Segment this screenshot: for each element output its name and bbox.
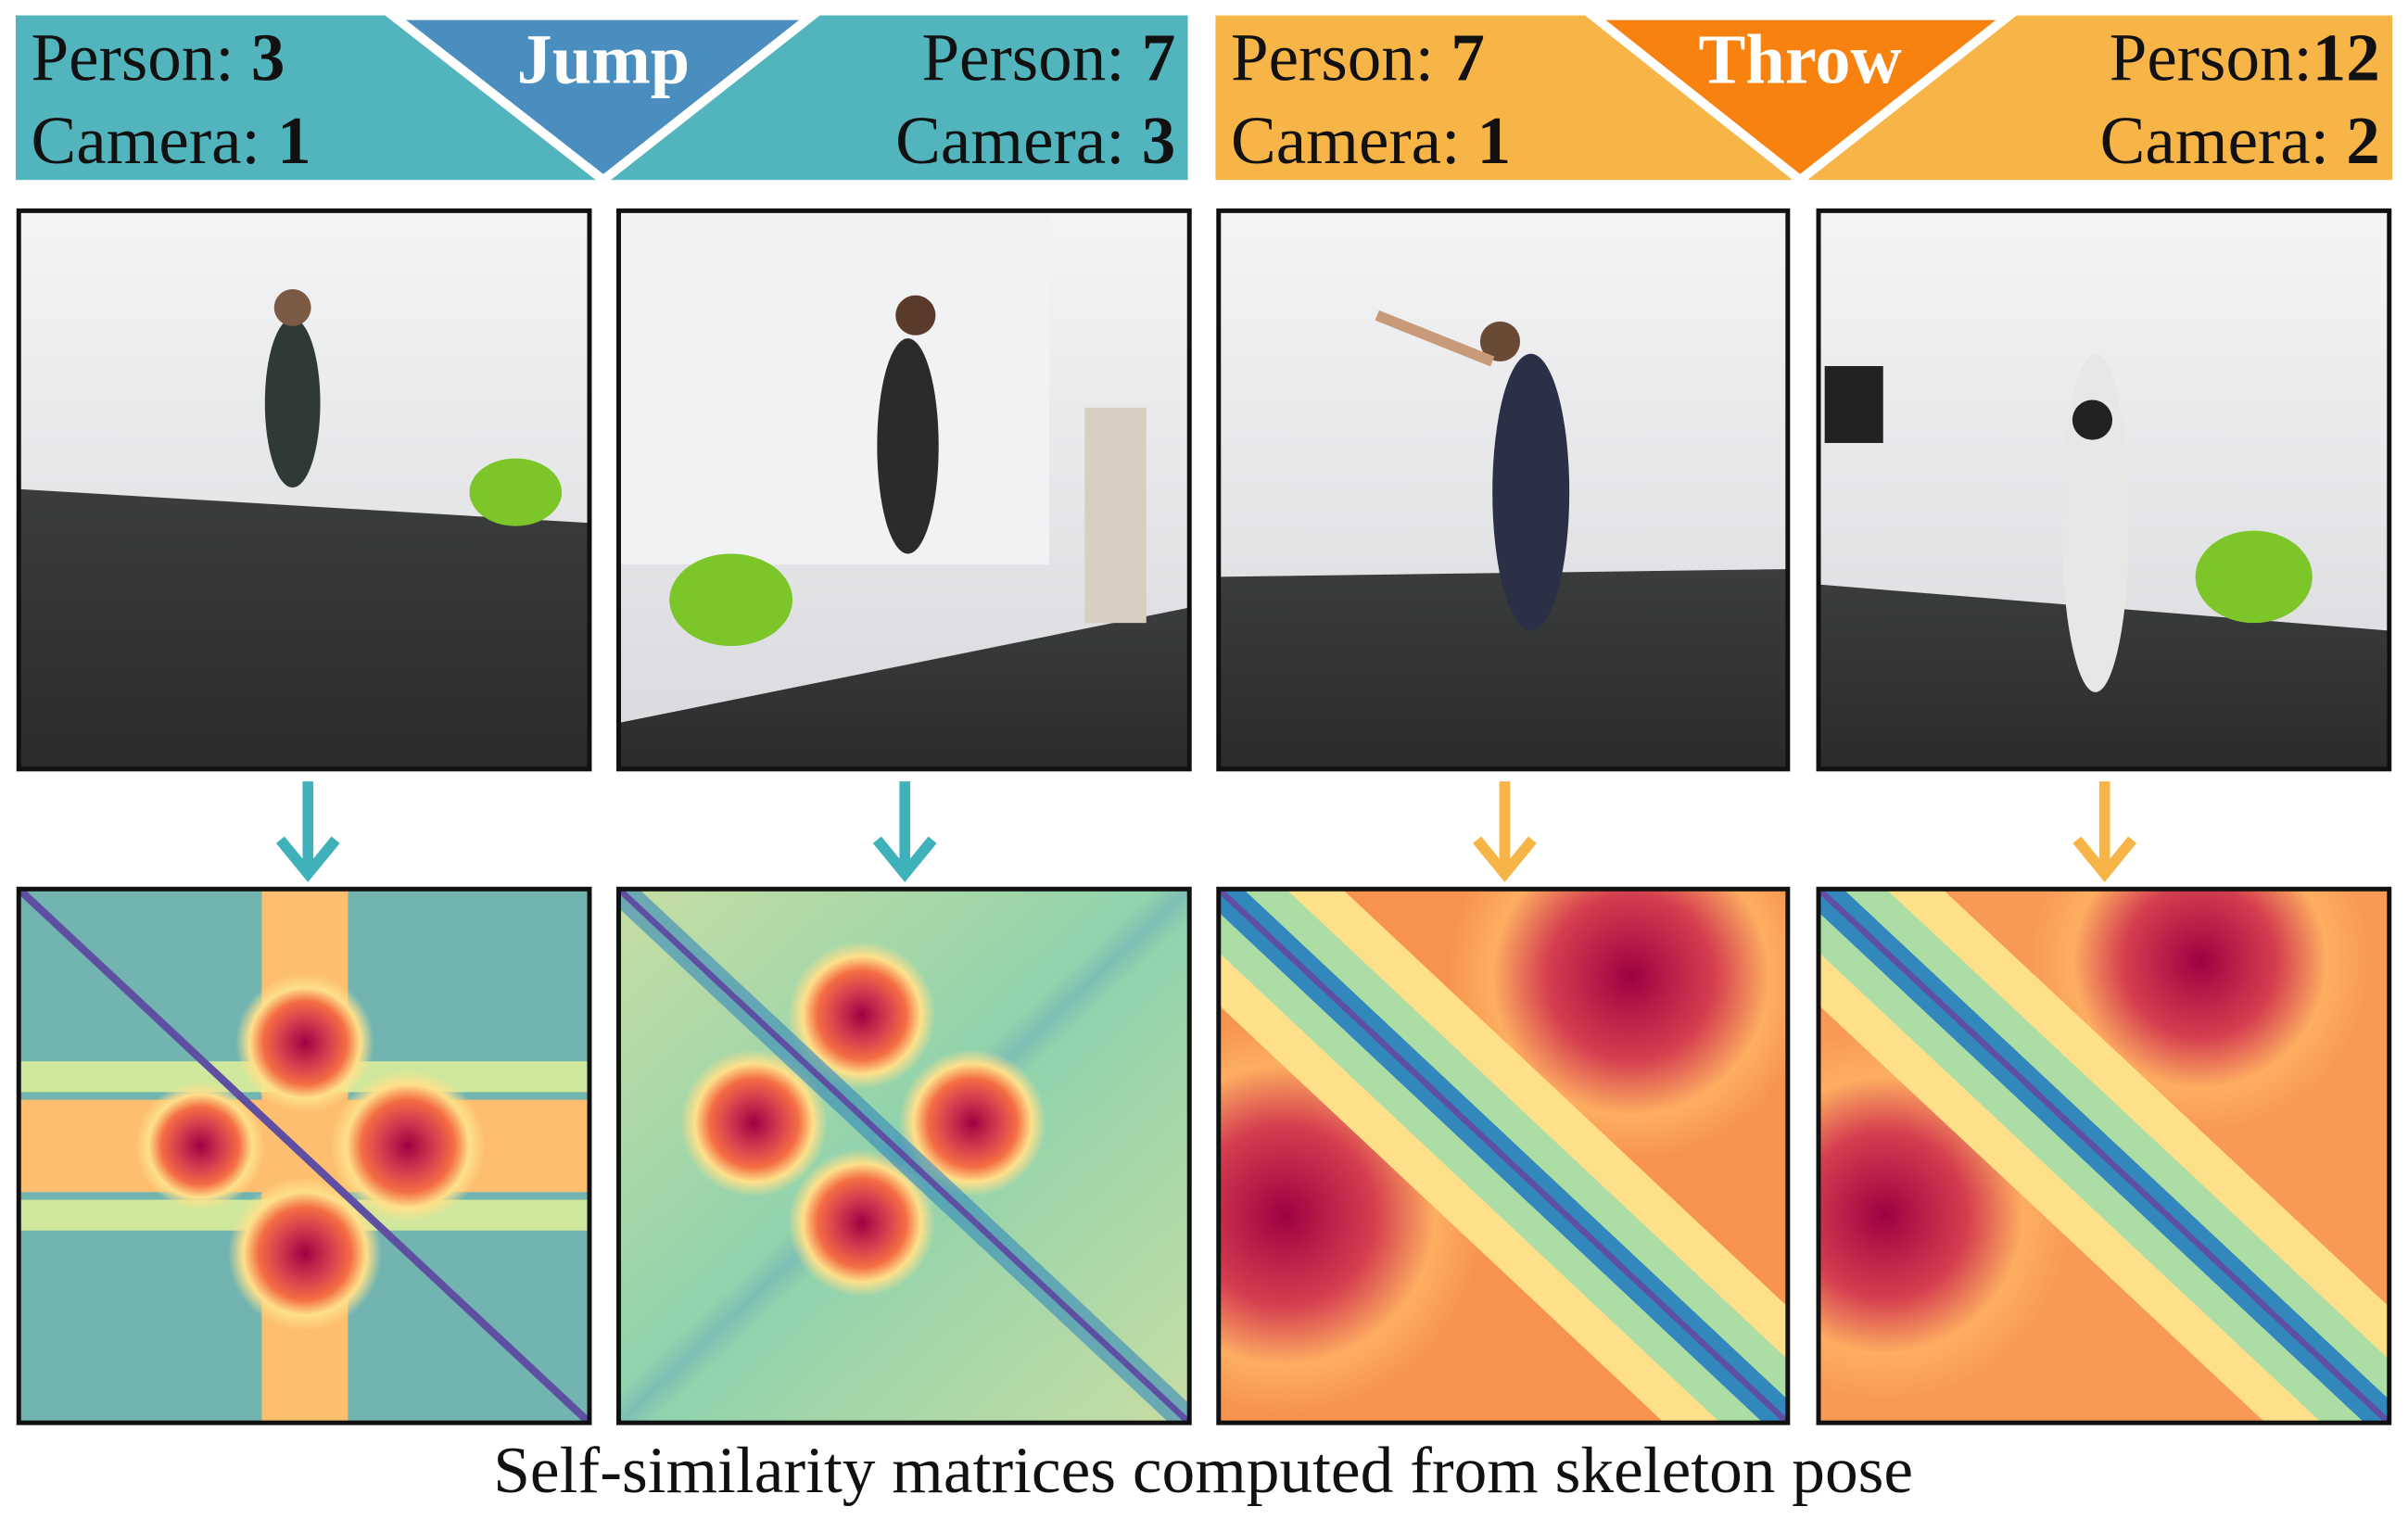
camera-label: Camera: 2 — [2100, 103, 2380, 178]
camera-label: Camera: 3 — [895, 103, 1175, 178]
value: 2 — [2346, 103, 2380, 178]
key: Camera: — [2100, 103, 2329, 178]
key: Camera: — [1231, 103, 1460, 178]
action-label: Jump — [517, 20, 691, 99]
person-label: Person:12 — [2110, 19, 2380, 95]
throw-header: Throw Person: 7 Camera: 1 Person:12 Came… — [1215, 10, 2393, 186]
key: Person: — [32, 19, 234, 95]
arrow — [275, 781, 340, 882]
value: 3 — [251, 19, 285, 95]
arrow — [872, 781, 937, 882]
arrows — [275, 781, 2137, 882]
matrix — [1819, 889, 2389, 1424]
arrow — [2072, 781, 2137, 882]
action-label: Throw — [1699, 20, 1902, 99]
jump-header: Jump Person: 3 Camera: 1 Person: 7 Camer… — [15, 10, 1188, 186]
camera-label: Camera: 1 — [32, 103, 311, 178]
person-label: Person: 7 — [921, 19, 1175, 95]
photo — [1216, 208, 1791, 772]
banner-center — [379, 10, 827, 186]
caption: Self-similarity matrices computed from s… — [493, 1434, 1913, 1507]
arrow — [1473, 781, 1537, 882]
photos — [16, 208, 2392, 772]
camera-label: Camera: 1 — [1231, 103, 1511, 178]
banner-center — [1578, 10, 2023, 186]
person-label: Person: 7 — [1231, 19, 1485, 95]
key: Person: — [921, 19, 1124, 95]
matrix — [1218, 889, 1788, 1424]
photo — [616, 208, 1192, 772]
key: Camera: — [895, 103, 1124, 178]
value: 1 — [277, 103, 311, 178]
photo — [16, 208, 592, 772]
key: Person: — [1231, 19, 1434, 95]
matrix-frames — [16, 886, 2392, 1425]
value: 3 — [1142, 103, 1176, 178]
value: 12 — [2313, 19, 2380, 95]
matrix — [19, 889, 589, 1424]
value: 7 — [1142, 19, 1176, 95]
person-label: Person: 3 — [32, 19, 285, 95]
value: 7 — [1451, 19, 1485, 95]
value: 1 — [1477, 103, 1512, 178]
matrix — [618, 889, 1190, 1424]
matrices — [16, 886, 2392, 1425]
key: Camera: — [32, 103, 260, 178]
key: Person: — [2110, 19, 2313, 95]
photo — [1816, 208, 2392, 772]
